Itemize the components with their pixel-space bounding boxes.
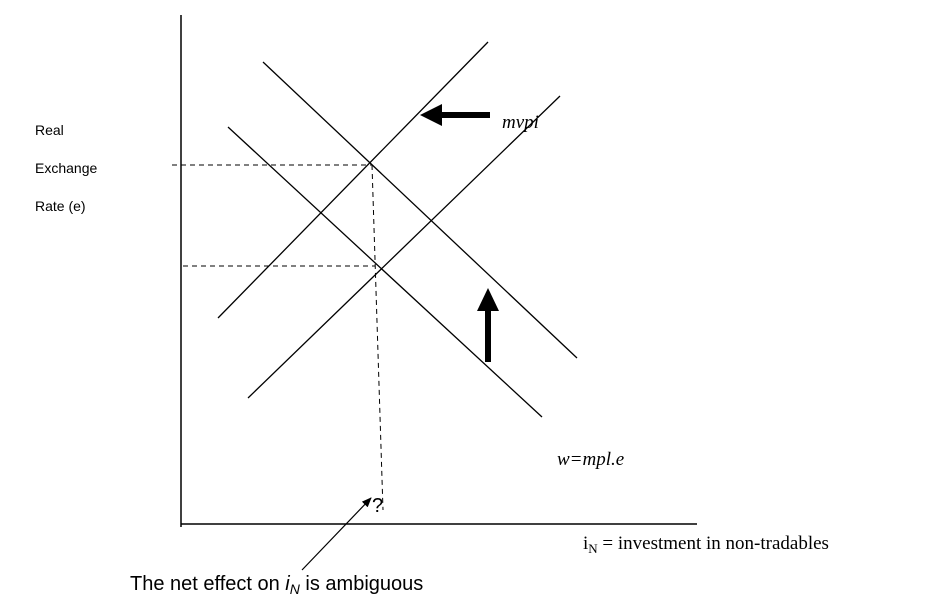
x-marker: ?	[372, 495, 383, 517]
y-axis-label: Exchange	[35, 160, 97, 176]
demand-curve	[227, 126, 543, 418]
pointer-arrow	[301, 497, 372, 571]
x-axis-label: iN = investment in non-tradables	[583, 533, 829, 556]
shift-arrow-head	[420, 104, 442, 126]
curve-label: w=mpl.e	[557, 449, 624, 470]
y-axis-label: Real	[35, 122, 64, 138]
x-axis-sub: N	[588, 541, 598, 556]
supply-curve-shifted	[217, 41, 489, 319]
note-sub: N	[290, 581, 301, 596]
shift-arrow-head	[477, 288, 499, 311]
note-var: i	[285, 573, 290, 595]
y-axis-label: Rate (e)	[35, 198, 86, 214]
note-text: is ambiguous	[300, 573, 423, 595]
x-axis-text: = investment in non-tradables	[598, 533, 829, 554]
demand-curve-shifted	[262, 61, 578, 359]
supply-curve	[247, 95, 561, 399]
curve-label: mvpi	[502, 112, 539, 133]
note: The net effect on iN is ambiguous	[130, 573, 423, 596]
note-text: The net effect on	[130, 573, 285, 595]
x-axis-var: i	[583, 533, 588, 554]
guide-line	[371, 164, 384, 511]
